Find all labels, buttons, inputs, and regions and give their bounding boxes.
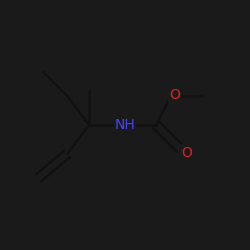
Text: NH: NH bbox=[114, 118, 136, 132]
Text: O: O bbox=[181, 146, 192, 160]
Text: O: O bbox=[169, 88, 180, 102]
